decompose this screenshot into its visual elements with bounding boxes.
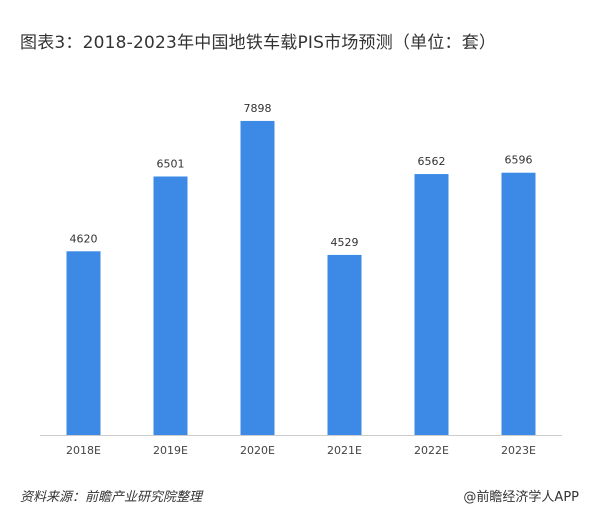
tick-labels-group: 2018E 2019E 2020E 2021E 2022E 2023E xyxy=(66,444,536,457)
chart-title: 图表3：2018-2023年中国地铁车载PIS市场预测（单位：套） xyxy=(20,33,497,53)
bar-value-label: 7898 xyxy=(244,102,272,115)
bar-2020E xyxy=(240,120,275,435)
bar-value-label: 4620 xyxy=(70,232,98,245)
bar-2021E xyxy=(327,254,362,435)
x-tick-label: 2022E xyxy=(414,444,449,457)
x-tick-label: 2023E xyxy=(501,444,536,457)
footer: 资料来源：前瞻产业研究院整理 @前瞻经济学人APP xyxy=(0,480,597,510)
bar-2018E xyxy=(66,251,101,435)
bar-value-label: 6501 xyxy=(157,157,185,170)
bar-value-label: 4529 xyxy=(331,236,359,249)
bar-value-label: 6562 xyxy=(418,155,446,168)
bars-group: 4620 6501 7898 4529 6562 6596 xyxy=(66,102,536,435)
source-note: 资料来源：前瞻产业研究院整理 xyxy=(20,490,203,505)
bar-2019E xyxy=(153,176,188,435)
credit-label: @前瞻经济学人APP xyxy=(463,490,579,505)
x-tick-label: 2018E xyxy=(66,444,101,457)
bar-2023E xyxy=(501,172,536,435)
x-tick-label: 2020E xyxy=(240,444,275,457)
bar-value-label: 6596 xyxy=(505,154,533,167)
x-tick-label: 2019E xyxy=(153,444,188,457)
x-tick-label: 2021E xyxy=(327,444,362,457)
bar-2022E xyxy=(414,174,449,435)
